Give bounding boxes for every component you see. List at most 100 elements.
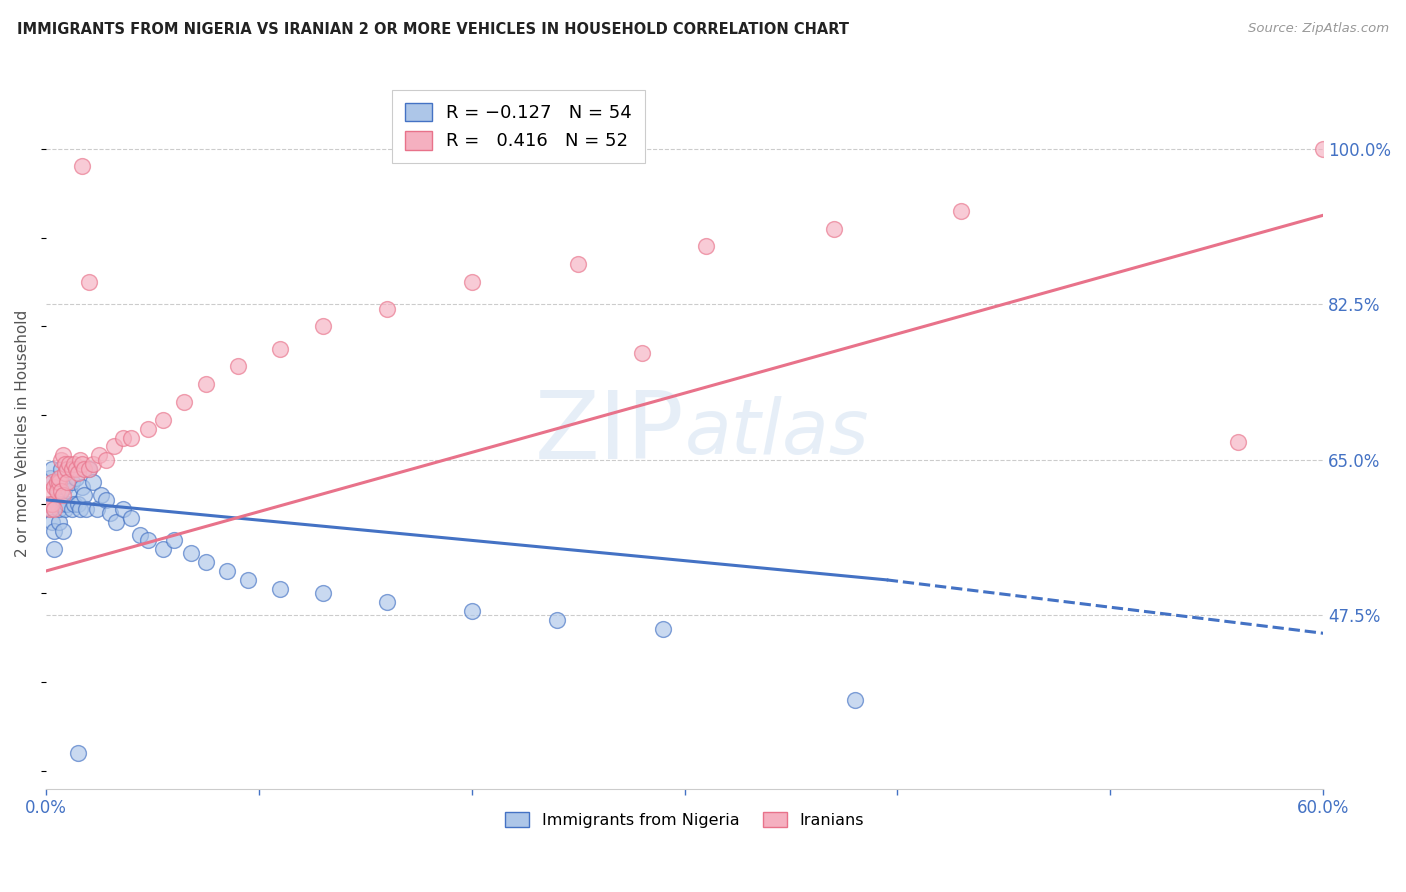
Point <box>62 457 84 471</box>
Point <box>56 461 79 475</box>
Point <box>41 515 63 529</box>
Point <box>460 275 482 289</box>
Point <box>44 479 66 493</box>
Text: IMMIGRANTS FROM NIGERIA VS IRANIAN 2 OR MORE VEHICLES IN HOUSEHOLD CORRELATION C: IMMIGRANTS FROM NIGERIA VS IRANIAN 2 OR … <box>17 22 849 37</box>
Point <box>823 221 845 235</box>
Point <box>49 497 72 511</box>
Point <box>58 457 80 471</box>
Point <box>86 501 108 516</box>
Point <box>48 475 70 489</box>
Point <box>70 457 93 471</box>
Point <box>460 604 482 618</box>
Point <box>77 461 100 475</box>
Point <box>44 524 66 538</box>
Point <box>375 301 398 316</box>
Point <box>180 546 202 560</box>
Point <box>950 203 973 218</box>
Point <box>39 470 62 484</box>
Text: ZIP: ZIP <box>534 387 685 479</box>
Point <box>56 461 79 475</box>
Text: Source: ZipAtlas.com: Source: ZipAtlas.com <box>1249 22 1389 36</box>
Point <box>120 431 142 445</box>
Point <box>53 479 76 493</box>
Point <box>66 466 89 480</box>
Legend: Immigrants from Nigeria, Iranians: Immigrants from Nigeria, Iranians <box>498 805 870 834</box>
Point <box>631 346 654 360</box>
Point <box>173 395 195 409</box>
Point <box>136 533 159 547</box>
Point <box>111 431 134 445</box>
Point <box>49 483 72 498</box>
Point <box>52 524 75 538</box>
Point <box>77 275 100 289</box>
Point <box>163 533 186 547</box>
Point <box>41 475 63 489</box>
Text: atlas: atlas <box>685 396 869 470</box>
Point <box>56 497 79 511</box>
Point <box>194 555 217 569</box>
Point <box>73 488 96 502</box>
Point <box>215 564 238 578</box>
Point <box>45 479 67 493</box>
Point <box>238 573 260 587</box>
Point <box>82 475 104 489</box>
Point <box>69 501 91 516</box>
Point <box>312 319 335 334</box>
Point <box>73 461 96 475</box>
Point <box>120 510 142 524</box>
Point <box>49 461 72 475</box>
Point <box>41 497 63 511</box>
Point <box>312 586 335 600</box>
Point <box>48 470 70 484</box>
Point <box>77 461 100 475</box>
Point <box>546 613 568 627</box>
Point <box>39 501 62 516</box>
Point <box>39 483 62 498</box>
Point <box>1227 435 1250 450</box>
Point <box>269 582 291 596</box>
Point <box>152 541 174 556</box>
Point <box>60 501 83 516</box>
Point <box>652 622 675 636</box>
Point <box>94 492 117 507</box>
Point <box>39 497 62 511</box>
Point <box>1312 142 1334 156</box>
Point <box>70 479 93 493</box>
Point <box>49 453 72 467</box>
Point <box>194 377 217 392</box>
Point <box>98 506 121 520</box>
Point <box>60 475 83 489</box>
Point <box>375 595 398 609</box>
Point <box>82 457 104 471</box>
Point <box>75 501 97 516</box>
Point <box>128 528 150 542</box>
Point <box>52 449 75 463</box>
Point <box>62 497 84 511</box>
Point <box>45 475 67 489</box>
Point <box>136 422 159 436</box>
Point <box>567 257 589 271</box>
Point <box>48 501 70 516</box>
Point <box>44 501 66 516</box>
Point <box>48 515 70 529</box>
Point <box>66 497 89 511</box>
Point <box>66 747 89 761</box>
Point <box>41 461 63 475</box>
Point <box>53 501 76 516</box>
Point <box>52 488 75 502</box>
Point <box>56 475 79 489</box>
Point <box>65 461 87 475</box>
Point <box>103 440 125 454</box>
Point <box>53 457 76 471</box>
Point <box>94 453 117 467</box>
Point <box>58 483 80 498</box>
Point <box>69 453 91 467</box>
Point <box>89 449 111 463</box>
Point <box>269 342 291 356</box>
Point <box>45 483 67 498</box>
Point <box>52 497 75 511</box>
Point <box>152 413 174 427</box>
Point <box>44 541 66 556</box>
Point <box>60 461 83 475</box>
Point <box>37 497 59 511</box>
